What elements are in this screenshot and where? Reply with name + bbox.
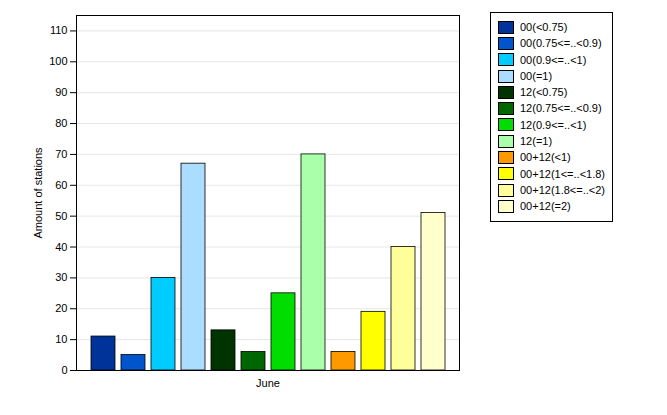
html-text:12(=1): 12(=1) [520,135,553,148]
svg-text:80: 80 [55,117,67,129]
svg-text:30: 30 [55,271,67,283]
html-text:00+12(1.8<=..<2): 00+12(1.8<=..<2) [520,184,605,196]
html-text:12(0.75<=..<0.9): 12(0.75<=..<0.9) [520,102,602,115]
svg-text:100: 100 [49,55,67,67]
svg-text:70: 70 [55,148,67,160]
svg-text:June: June [256,377,280,389]
svg-text:40: 40 [55,241,67,253]
svg-text:60: 60 [55,179,67,191]
html-text:00+12(<1): 00+12(<1) [520,151,571,164]
svg-text:Amount of stations: Amount of stations [32,147,44,239]
html-text:00+12(1<=..<1.8): 00+12(1<=..<1.8) [520,167,605,180]
html-text:00(0.9<=..<1): 00(0.9<=..<1) [520,53,587,66]
html-text:12(<0.75): 12(<0.75) [520,86,568,99]
svg-text:50: 50 [55,210,67,222]
svg-text:10: 10 [55,333,67,345]
svg-text:20: 20 [55,302,67,314]
html-text:00(<0.75): 00(<0.75) [520,21,568,33]
svg-text:0: 0 [61,364,67,376]
svg-text:90: 90 [55,86,67,98]
html-text:00(=1): 00(=1) [520,69,553,82]
svg-text:110: 110 [50,24,68,36]
html-text:12(0.9<=..<1): 12(0.9<=..<1) [520,118,587,131]
html-text:00(0.75<=..<0.9): 00(0.75<=..<0.9) [520,37,602,50]
html-text:00+12(=2): 00+12(=2) [520,200,571,213]
